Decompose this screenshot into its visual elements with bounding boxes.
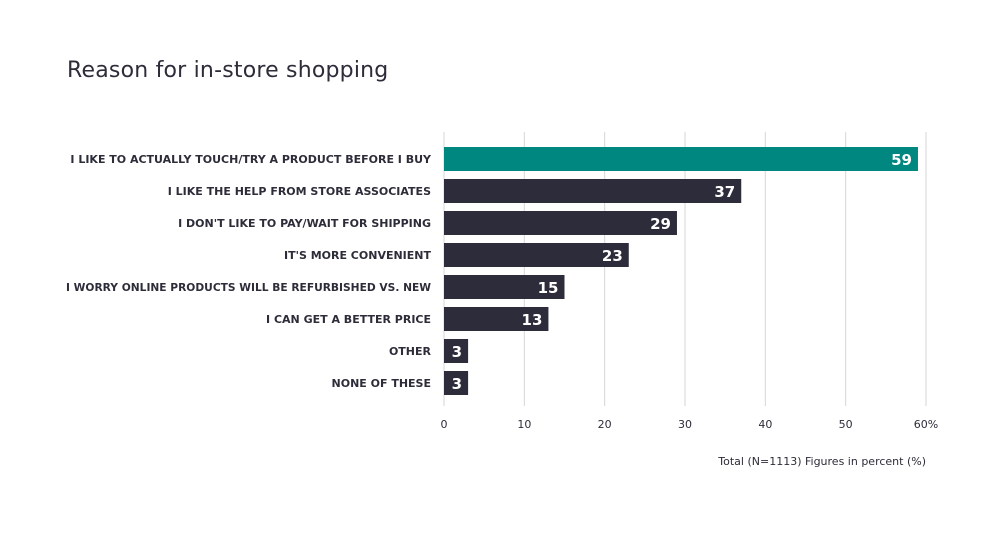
bar-value-label: 15 <box>538 279 559 297</box>
x-axis-ticks: 0 10 20 30 40 50 60% <box>441 418 939 431</box>
category-label: OTHER <box>389 345 432 358</box>
bar-value-label: 37 <box>714 183 735 201</box>
x-tick-label: 30 <box>678 418 692 431</box>
bar <box>444 371 469 395</box>
category-label: I LIKE TO ACTUALLY TOUCH/TRY A PRODUCT B… <box>70 153 432 166</box>
bar-value-label: 3 <box>452 375 462 393</box>
category-label: I DON'T LIKE TO PAY/WAIT FOR SHIPPING <box>178 217 431 230</box>
x-tick-label: 40 <box>758 418 772 431</box>
x-tick-label: 50 <box>839 418 853 431</box>
category-label: IT'S MORE CONVENIENT <box>284 249 432 262</box>
bar <box>444 211 677 235</box>
x-tick-label: 0 <box>441 418 448 431</box>
bar-value-label: 29 <box>650 215 671 233</box>
bars: 59 37 29 23 15 13 3 3 <box>444 147 918 395</box>
x-tick-label: 10 <box>517 418 531 431</box>
category-label: NONE OF THESE <box>332 377 431 390</box>
chart-title: Reason for in-store shopping <box>67 58 389 83</box>
category-label: I WORRY ONLINE PRODUCTS WILL BE REFURBIS… <box>66 281 431 294</box>
x-tick-label: 60% <box>914 418 938 431</box>
category-label: I CAN GET A BETTER PRICE <box>266 313 431 326</box>
grid-lines <box>443 132 927 406</box>
bar <box>444 275 565 299</box>
bar <box>444 307 549 331</box>
category-label: I LIKE THE HELP FROM STORE ASSOCIATES <box>168 185 431 198</box>
chart-note: Total (N=1113) Figures in percent (%) <box>718 455 926 468</box>
bar-value-label: 13 <box>522 311 543 329</box>
bar <box>444 147 918 171</box>
bar <box>444 243 629 267</box>
bar <box>444 179 742 203</box>
x-tick-label: 20 <box>598 418 612 431</box>
bar-value-label: 23 <box>602 247 623 265</box>
bar-value-label: 3 <box>452 343 462 361</box>
bar <box>444 339 469 363</box>
category-labels: I LIKE TO ACTUALLY TOUCH/TRY A PRODUCT B… <box>66 153 432 390</box>
bar-value-label: 59 <box>891 151 912 169</box>
